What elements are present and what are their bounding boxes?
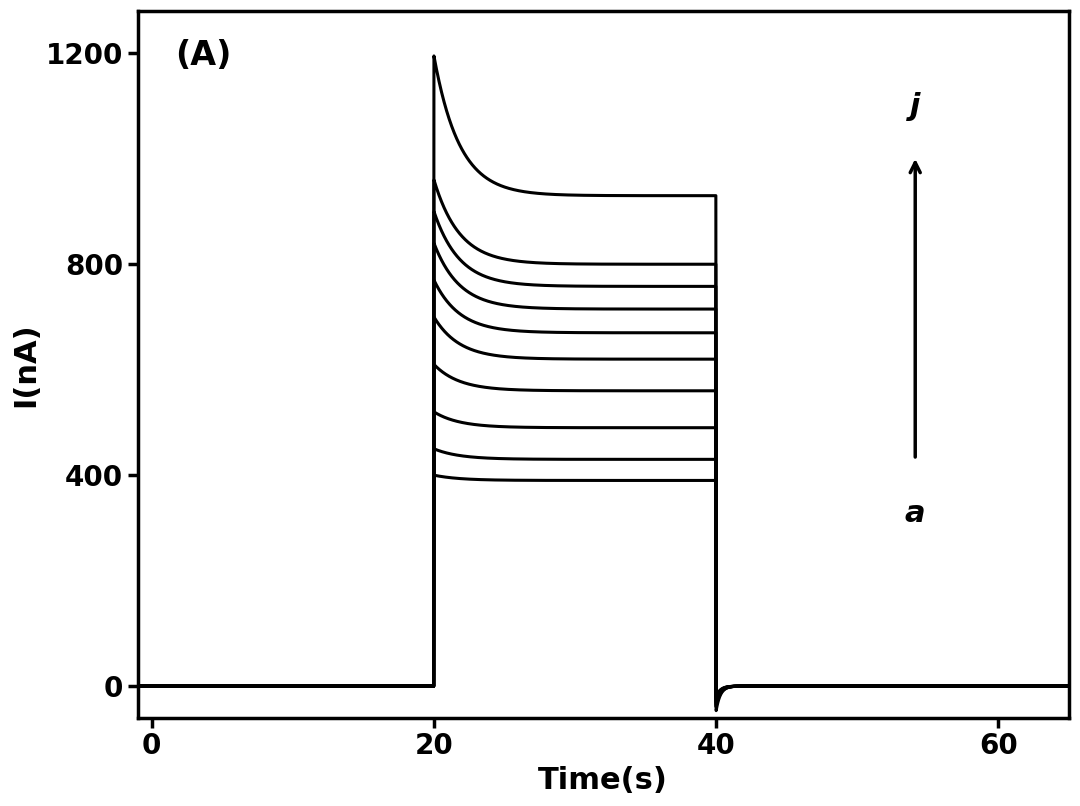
Text: (A): (A) <box>175 39 231 73</box>
Y-axis label: I(nA): I(nA) <box>11 322 40 407</box>
Text: a: a <box>905 499 926 528</box>
X-axis label: Time(s): Time(s) <box>538 766 669 795</box>
Text: j: j <box>910 92 920 121</box>
